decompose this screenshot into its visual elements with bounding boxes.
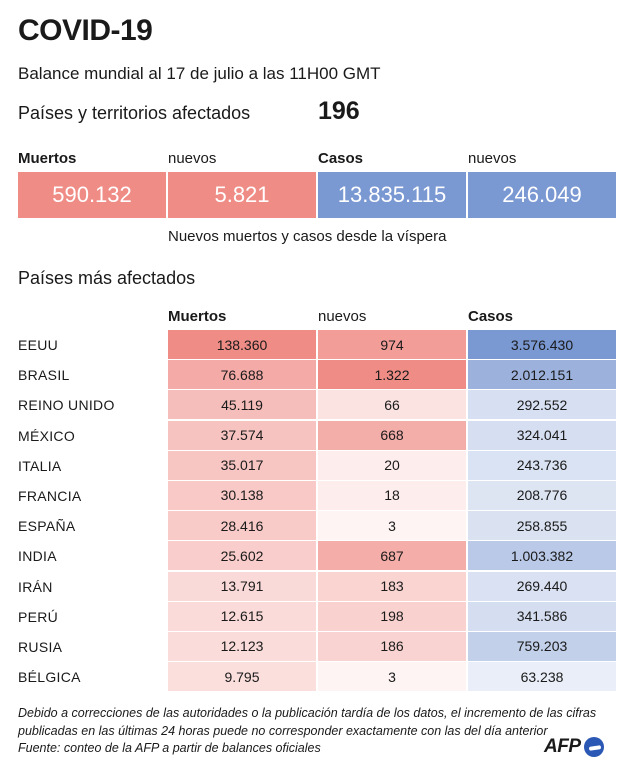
new-deaths-cell: 668	[318, 420, 466, 450]
summary-new-deaths-value: 5.821	[168, 172, 316, 218]
column-header-new-deaths: nuevos	[318, 308, 367, 325]
cases-cell: 1.003.382	[468, 541, 616, 571]
deaths-cell: 9.795	[168, 662, 316, 692]
summary-new-cases-value: 246.049	[468, 172, 616, 218]
cases-cell: 324.041	[468, 420, 616, 450]
source-note: Fuente: conteo de la AFP a partir de bal…	[18, 741, 321, 755]
table-row: ESPAÑA 28.416 3 258.855	[0, 511, 635, 541]
countries-label: Países y territorios afectados	[18, 103, 251, 123]
new-deaths-cell: 3	[318, 511, 466, 541]
table-row: RUSIA 12.123 186 759.203	[0, 631, 635, 662]
table-row: EEUU 138.360 974 3.576.430	[0, 330, 635, 360]
cases-cell: 63.238	[468, 662, 616, 692]
cases-cell: 3.576.430	[468, 330, 616, 359]
country-name: EEUU	[18, 337, 59, 353]
country-name: INDIA	[18, 548, 57, 565]
deaths-cell: 12.615	[168, 601, 316, 631]
new-deaths-cell: 183	[318, 571, 466, 601]
country-name: PERÚ	[18, 608, 59, 625]
deaths-cell: 35.017	[168, 450, 316, 480]
country-name: FRANCIA	[18, 487, 82, 504]
deaths-cell: 45.119	[168, 390, 316, 420]
deaths-cell: 25.602	[168, 541, 316, 571]
new-deaths-cell: 186	[318, 631, 466, 661]
table-row: ITALIA 35.017 20 243.736	[0, 450, 635, 481]
new-deaths-cell: 3	[318, 662, 466, 692]
country-name: REINO UNIDO	[18, 397, 115, 414]
deaths-cell: 30.138	[168, 480, 316, 510]
country-name: BÉLGICA	[18, 669, 81, 686]
new-deaths-cell: 198	[318, 601, 466, 631]
cases-cell: 2.012.151	[468, 360, 616, 390]
new-deaths-cell: 1.322	[318, 360, 466, 390]
cases-cell: 258.855	[468, 511, 616, 541]
country-name: RUSIA	[18, 638, 63, 655]
table-row: BRASIL 76.688 1.322 2.012.151	[0, 360, 635, 390]
new-deaths-cell: 20	[318, 450, 466, 480]
deaths-cell: 138.360	[168, 330, 316, 359]
new-deaths-cell: 66	[318, 390, 466, 420]
cases-cell: 341.586	[468, 601, 616, 631]
summary-header-deaths: Muertos	[18, 150, 77, 167]
table-row: PERÚ 12.615 198 341.586	[0, 601, 635, 632]
cases-cell: 208.776	[468, 480, 616, 510]
summary-cases-value: 13.835.115	[318, 172, 466, 218]
summary-note: Nuevos muertos y casos desde la víspera	[168, 228, 447, 245]
country-table: EEUU 138.360 974 3.576.430 BRASIL 76.688 1.322…	[0, 330, 635, 692]
deaths-cell: 76.688	[168, 360, 316, 390]
country-name: ITALIA	[18, 457, 62, 474]
country-name: MÉXICO	[18, 427, 76, 444]
deaths-cell: 28.416	[168, 511, 316, 541]
subtitle: Balance mundial al 17 de julio a las 11H…	[18, 64, 381, 83]
deaths-cell: 12.123	[168, 631, 316, 661]
column-header-cases: Casos	[468, 308, 514, 325]
cases-cell: 292.552	[468, 390, 616, 420]
summary-header-new-cases: nuevos	[468, 150, 517, 167]
column-header-deaths: Muertos	[168, 308, 227, 325]
table-row: INDIA 25.602 687 1.003.382	[0, 541, 635, 571]
country-name: IRÁN	[18, 578, 53, 595]
deaths-cell: 13.791	[168, 571, 316, 601]
afp-logo-icon	[583, 737, 604, 757]
table-row: REINO UNIDO 45.119 66 292.552	[0, 390, 635, 420]
footnote: Debido a correcciones de las autoridades…	[18, 706, 597, 738]
afp-logo: AFP	[544, 736, 604, 758]
summary-deaths-value: 590.132	[18, 172, 166, 218]
table-row: FRANCIA 30.138 18 208.776	[0, 480, 635, 511]
section-title: Países más afectados	[18, 268, 196, 288]
cases-cell: 243.736	[468, 450, 616, 480]
page-title: COVID-19	[18, 14, 153, 47]
countries-value: 196	[318, 97, 360, 125]
cases-cell: 759.203	[468, 631, 616, 661]
cases-cell: 269.440	[468, 571, 616, 601]
country-name: BRASIL	[18, 367, 70, 384]
summary-header-cases: Casos	[318, 150, 364, 167]
new-deaths-cell: 18	[318, 480, 466, 510]
country-name: ESPAÑA	[18, 518, 76, 535]
table-row: IRÁN 13.791 183 269.440	[0, 571, 635, 602]
table-row: BÉLGICA 9.795 3 63.238	[0, 662, 635, 692]
deaths-cell: 37.574	[168, 420, 316, 450]
new-deaths-cell: 974	[318, 330, 466, 359]
new-deaths-cell: 687	[318, 541, 466, 571]
summary-header-new-deaths: nuevos	[168, 150, 217, 167]
afp-logo-text: AFP	[544, 736, 581, 757]
table-row: MÉXICO 37.574 668 324.041	[0, 420, 635, 451]
